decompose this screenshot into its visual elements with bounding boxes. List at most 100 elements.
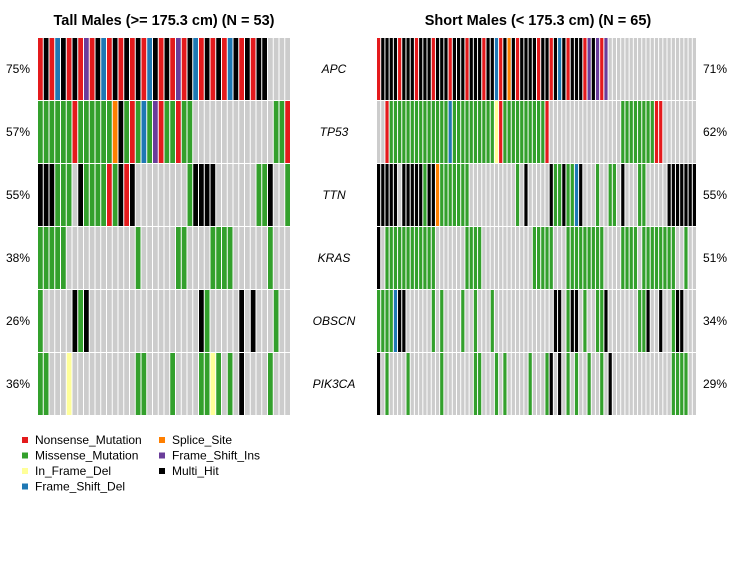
- cell-apc-34: [520, 38, 524, 100]
- cell-kras-39: [262, 227, 267, 289]
- cell-obscn-0: [38, 290, 43, 352]
- cell-kras-25: [181, 227, 187, 289]
- cell-pik3ca-68: [663, 353, 667, 415]
- cell-obscn-35: [239, 290, 244, 352]
- cell-ttn-34: [520, 164, 524, 226]
- cell-obscn-31: [507, 290, 511, 352]
- cell-kras-31: [216, 227, 221, 289]
- cell-obscn-6: [72, 290, 78, 352]
- cell-ttn-67: [659, 164, 663, 226]
- gene-label-apc: APC: [321, 62, 347, 76]
- cell-kras-1: [381, 227, 385, 289]
- cell-pik3ca-19: [457, 353, 461, 415]
- cell-obscn-29: [499, 290, 503, 352]
- cell-kras-13: [112, 227, 118, 289]
- cell-tp53-67: [659, 101, 663, 163]
- cell-ttn-75: [692, 164, 696, 226]
- cell-tp53-57: [617, 101, 621, 163]
- cell-ttn-65: [650, 164, 654, 226]
- cell-apc-12: [427, 38, 431, 100]
- cell-apc-23: [473, 38, 478, 100]
- cell-ttn-36: [528, 164, 532, 226]
- cell-kras-61: [633, 227, 638, 289]
- cell-kras-43: [558, 227, 562, 289]
- cell-obscn-19: [147, 290, 152, 352]
- cell-kras-3: [389, 227, 393, 289]
- cell-obscn-8: [84, 290, 89, 352]
- cell-apc-0: [38, 38, 43, 100]
- cell-kras-66: [654, 227, 659, 289]
- cell-tp53-49: [583, 101, 587, 163]
- cell-apc-12: [107, 38, 112, 100]
- cell-tp53-74: [688, 101, 692, 163]
- cell-pik3ca-11: [101, 353, 106, 415]
- cell-apc-20: [461, 38, 465, 100]
- cell-tp53-3: [55, 101, 60, 163]
- cell-pik3ca-39: [262, 353, 267, 415]
- cell-obscn-66: [654, 290, 659, 352]
- cell-kras-63: [642, 227, 646, 289]
- cell-obscn-45: [566, 290, 570, 352]
- cell-obscn-36: [528, 290, 532, 352]
- cell-pik3ca-41: [549, 353, 553, 415]
- cell-apc-15: [124, 38, 129, 100]
- cell-ttn-25: [181, 164, 187, 226]
- left-percent-pik3ca: 36%: [6, 377, 30, 391]
- cell-apc-32: [222, 38, 227, 100]
- cell-kras-30: [210, 227, 216, 289]
- cell-obscn-13: [431, 290, 435, 352]
- cell-tp53-38: [537, 101, 541, 163]
- cell-kras-6: [72, 227, 78, 289]
- cell-ttn-43: [285, 164, 290, 226]
- right-percent-pik3ca: 29%: [703, 377, 727, 391]
- cell-pik3ca-61: [633, 353, 638, 415]
- cell-obscn-34: [520, 290, 524, 352]
- cell-kras-54: [604, 227, 608, 289]
- cell-kras-36: [245, 227, 250, 289]
- cell-ttn-15: [124, 164, 129, 226]
- cell-tp53-21: [158, 101, 164, 163]
- cell-apc-30: [210, 38, 216, 100]
- cell-pik3ca-8: [410, 353, 414, 415]
- cell-apc-61: [633, 38, 638, 100]
- cell-ttn-15: [440, 164, 444, 226]
- cell-obscn-10: [419, 290, 423, 352]
- left-percent-tp53: 57%: [6, 125, 30, 139]
- cell-apc-16: [130, 38, 135, 100]
- cell-tp53-35: [239, 101, 244, 163]
- cell-obscn-30: [503, 290, 507, 352]
- cell-kras-7: [406, 227, 410, 289]
- cell-ttn-59: [625, 164, 629, 226]
- cell-kras-49: [583, 227, 587, 289]
- cell-pik3ca-35: [239, 353, 244, 415]
- cell-kras-18: [452, 227, 456, 289]
- cell-kras-3: [55, 227, 60, 289]
- cell-pik3ca-54: [604, 353, 608, 415]
- legend-swatch-frame-shift-ins: [159, 452, 165, 459]
- cell-pik3ca-19: [147, 353, 152, 415]
- cell-apc-6: [72, 38, 78, 100]
- cell-tp53-31: [216, 101, 221, 163]
- cell-pik3ca-23: [170, 353, 175, 415]
- cell-obscn-14: [435, 290, 440, 352]
- cell-pik3ca-31: [216, 353, 221, 415]
- cell-tp53-26: [187, 101, 193, 163]
- cell-tp53-34: [520, 101, 524, 163]
- cell-tp53-61: [633, 101, 638, 163]
- cell-tp53-39: [262, 101, 267, 163]
- cell-tp53-52: [595, 101, 600, 163]
- cell-kras-38: [256, 227, 262, 289]
- cell-kras-40: [268, 227, 273, 289]
- cell-obscn-40: [268, 290, 273, 352]
- cell-ttn-13: [431, 164, 435, 226]
- cell-obscn-24: [478, 290, 482, 352]
- cell-apc-33: [227, 38, 233, 100]
- cell-pik3ca-10: [95, 353, 101, 415]
- cell-obscn-32: [511, 290, 515, 352]
- cell-apc-55: [608, 38, 612, 100]
- cell-apc-64: [646, 38, 650, 100]
- cell-apc-31: [507, 38, 511, 100]
- cell-kras-27: [193, 227, 198, 289]
- cell-tp53-24: [176, 101, 181, 163]
- cell-obscn-0: [377, 290, 381, 352]
